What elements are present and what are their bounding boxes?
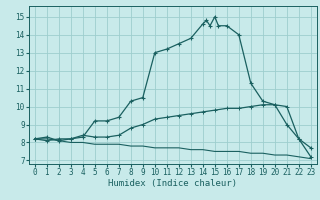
X-axis label: Humidex (Indice chaleur): Humidex (Indice chaleur) [108,179,237,188]
